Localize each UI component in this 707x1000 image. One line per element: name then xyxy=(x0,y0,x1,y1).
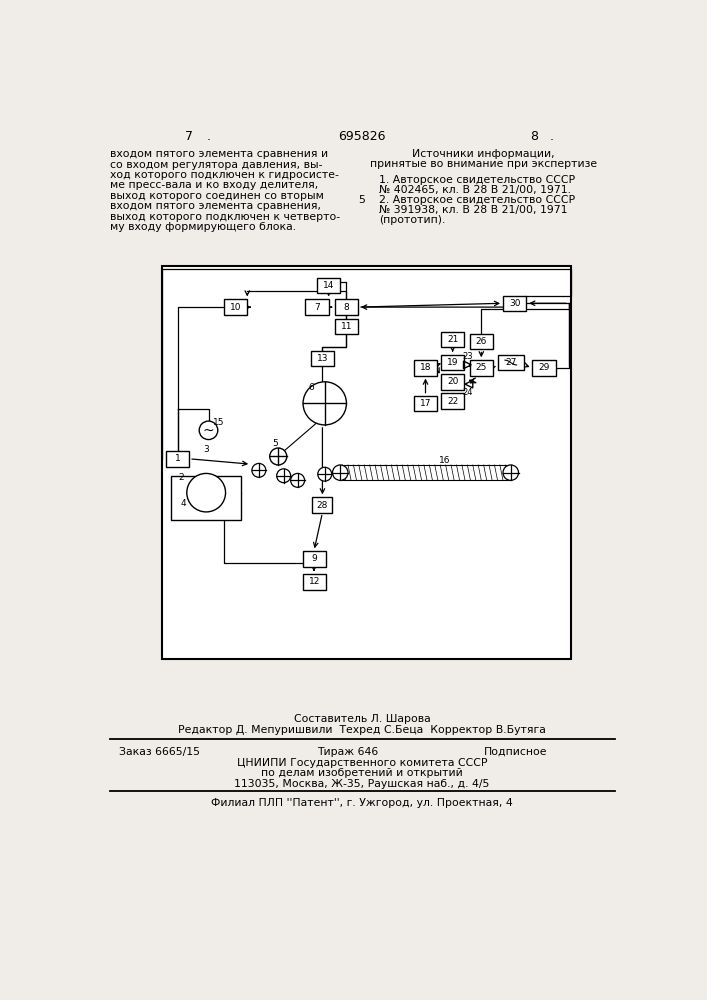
Text: входом пятого элемента сравнения,: входом пятого элемента сравнения, xyxy=(110,201,321,211)
Circle shape xyxy=(252,463,266,477)
Text: 17: 17 xyxy=(420,399,431,408)
Bar xyxy=(166,451,189,466)
Bar xyxy=(414,396,437,411)
Text: 22: 22 xyxy=(447,397,458,406)
Text: выход которого подключен к четверто-: выход которого подключен к четверто- xyxy=(110,212,340,222)
Bar xyxy=(441,393,464,409)
Bar xyxy=(317,278,340,293)
Text: (прототип).: (прототип). xyxy=(379,215,445,225)
Text: принятые во внимание при экспертизе: принятые во внимание при экспертизе xyxy=(370,159,597,169)
Bar xyxy=(312,497,332,513)
Text: со входом регулятора давления, вы-: со входом регулятора давления, вы- xyxy=(110,160,322,170)
Text: му входу формирующего блока.: му входу формирующего блока. xyxy=(110,222,296,232)
Text: 8: 8 xyxy=(530,130,538,143)
Text: 8: 8 xyxy=(344,303,349,312)
Circle shape xyxy=(276,469,291,483)
Text: выход которого соединен со вторым: выход которого соединен со вторым xyxy=(110,191,324,201)
Text: 28: 28 xyxy=(316,500,327,510)
Text: по делам изобретений и открытий: по делам изобретений и открытий xyxy=(261,768,463,778)
Text: 11: 11 xyxy=(341,322,352,331)
Text: 23: 23 xyxy=(463,352,474,361)
Circle shape xyxy=(503,465,518,480)
Bar xyxy=(469,334,493,349)
Text: 30: 30 xyxy=(509,299,520,308)
Bar xyxy=(305,299,329,315)
Text: 26: 26 xyxy=(476,337,487,346)
Text: 1. Авторское свидетельство СССР: 1. Авторское свидетельство СССР xyxy=(379,175,575,185)
Circle shape xyxy=(199,421,218,440)
Text: .: . xyxy=(550,130,554,143)
Bar xyxy=(335,319,358,334)
Bar xyxy=(335,299,358,315)
Text: 2: 2 xyxy=(179,473,185,482)
Text: 20: 20 xyxy=(447,377,458,386)
Text: 6: 6 xyxy=(308,383,314,392)
Circle shape xyxy=(187,473,226,512)
Circle shape xyxy=(303,382,346,425)
Bar xyxy=(498,355,524,370)
Text: 3: 3 xyxy=(204,445,209,454)
Text: Подписное: Подписное xyxy=(484,747,547,757)
Bar xyxy=(469,360,493,376)
Text: 19: 19 xyxy=(447,358,458,367)
Text: Филиал ПЛП ''Патент'', г. Ужгород, ул. Проектная, 4: Филиал ПЛП ''Патент'', г. Ужгород, ул. П… xyxy=(211,798,513,808)
Text: Составитель Л. Шарова: Составитель Л. Шарова xyxy=(293,714,431,724)
Bar xyxy=(441,355,464,370)
Text: 12: 12 xyxy=(309,578,320,586)
Circle shape xyxy=(270,448,287,465)
Circle shape xyxy=(291,473,305,487)
Text: Заказ 6665/15: Заказ 6665/15 xyxy=(119,747,200,757)
Text: ме пресс-вала и ко входу делителя,: ме пресс-вала и ко входу делителя, xyxy=(110,180,318,190)
Bar xyxy=(224,299,247,315)
Text: 695826: 695826 xyxy=(338,130,386,143)
Text: 1: 1 xyxy=(175,454,180,463)
Text: 4: 4 xyxy=(180,499,186,508)
Bar xyxy=(303,551,327,567)
Bar xyxy=(162,266,571,659)
Bar xyxy=(311,351,334,366)
Text: 24: 24 xyxy=(463,388,474,397)
Text: 10: 10 xyxy=(230,303,241,312)
Bar xyxy=(441,374,464,389)
Text: 2. Авторское свидетельство СССР: 2. Авторское свидетельство СССР xyxy=(379,195,575,205)
Text: 29: 29 xyxy=(539,363,550,372)
Text: № 391938, кл. В 28 В 21/00, 1971: № 391938, кл. В 28 В 21/00, 1971 xyxy=(379,205,568,215)
Text: Источники информации,: Источники информации, xyxy=(412,149,555,159)
Text: 14: 14 xyxy=(323,281,334,290)
Text: № 402465, кл. В 28 В 21/00, 1971.: № 402465, кл. В 28 В 21/00, 1971. xyxy=(379,185,571,195)
Circle shape xyxy=(317,467,332,481)
Text: ЦНИИПИ Государственного комитета СССР: ЦНИИПИ Государственного комитета СССР xyxy=(237,758,487,768)
Text: 15: 15 xyxy=(213,418,224,427)
Text: Редактор Д. Мепуришвили  Техред С.Беца  Корректор В.Бутяга: Редактор Д. Мепуришвили Техред С.Беца Ко… xyxy=(178,725,546,735)
Text: входом пятого элемента сравнения и: входом пятого элемента сравнения и xyxy=(110,149,328,159)
Bar xyxy=(532,360,556,376)
Bar xyxy=(414,360,437,376)
Text: 113035, Москва, Ж-35, Раушская наб., д. 4/5: 113035, Москва, Ж-35, Раушская наб., д. … xyxy=(234,779,490,789)
Text: 7: 7 xyxy=(185,130,193,143)
Text: 18: 18 xyxy=(420,363,431,372)
Text: 7: 7 xyxy=(314,303,320,312)
Text: 5: 5 xyxy=(358,195,365,205)
Text: .: . xyxy=(206,130,211,143)
Circle shape xyxy=(332,465,348,480)
Text: ~: ~ xyxy=(203,424,214,438)
Text: 13: 13 xyxy=(317,354,328,363)
Text: Тираж 646: Тираж 646 xyxy=(317,747,378,757)
Text: 25: 25 xyxy=(476,363,487,372)
Text: 16: 16 xyxy=(439,456,450,465)
Text: 27: 27 xyxy=(505,358,516,367)
Bar xyxy=(303,574,327,590)
Bar xyxy=(503,296,526,311)
Text: 9: 9 xyxy=(312,554,317,563)
Bar xyxy=(171,476,241,520)
Text: ход которого подключен к гидросисте-: ход которого подключен к гидросисте- xyxy=(110,170,339,180)
Text: 21: 21 xyxy=(447,335,458,344)
Bar xyxy=(441,332,464,347)
Text: 5: 5 xyxy=(272,439,278,448)
